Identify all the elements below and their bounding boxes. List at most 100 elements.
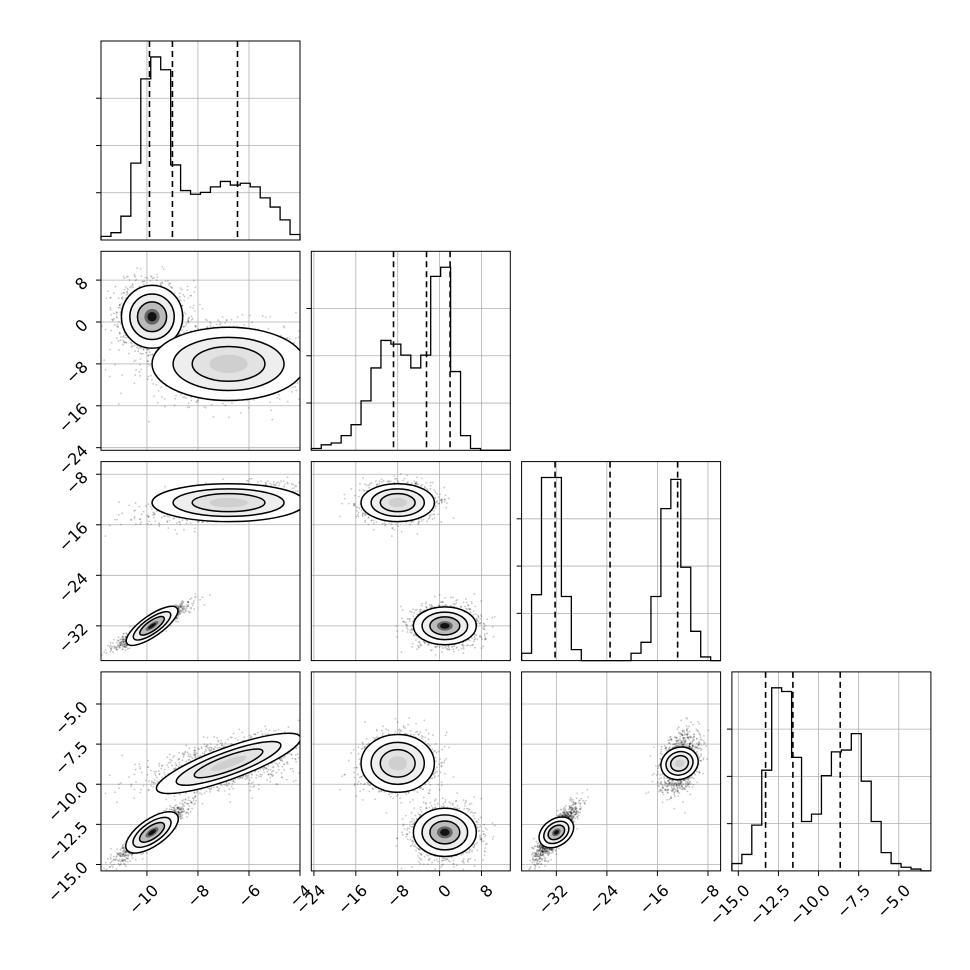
sample-point — [117, 644, 120, 647]
sample-point — [153, 395, 155, 398]
sample-point — [314, 341, 316, 343]
sample-point — [108, 348, 111, 351]
sample-point — [308, 382, 310, 384]
sample-point — [181, 610, 183, 612]
sample-point — [138, 505, 141, 508]
sample-point — [204, 318, 207, 321]
sample-point — [295, 311, 297, 314]
sample-point — [179, 610, 182, 613]
sample-point — [123, 645, 126, 648]
sample-point — [126, 291, 128, 294]
sample-point — [316, 383, 318, 385]
sample-point — [182, 611, 185, 614]
sample-point — [195, 595, 197, 598]
sample-point — [163, 397, 166, 400]
sample-point — [142, 510, 145, 513]
sample-point — [113, 647, 116, 650]
sample-point — [290, 390, 293, 393]
sample-point — [119, 332, 121, 335]
sample-point — [161, 281, 163, 284]
sample-point — [123, 641, 126, 643]
sample-point — [129, 286, 132, 289]
sample-point — [239, 411, 242, 414]
sample-point — [109, 647, 112, 650]
sample-point — [151, 379, 153, 381]
sample-point — [145, 505, 147, 507]
sample-point — [151, 277, 154, 280]
sample-point — [156, 401, 159, 404]
sample-point — [122, 643, 125, 646]
sample-point — [116, 337, 118, 339]
sample-point — [190, 318, 193, 321]
sample-point — [182, 609, 185, 611]
sample-point — [136, 267, 139, 269]
sample-point — [317, 353, 319, 355]
sample-point — [303, 348, 305, 350]
sample-point — [182, 601, 185, 604]
sample-point — [119, 310, 122, 313]
sample-point — [137, 348, 140, 350]
sample-point — [335, 356, 337, 358]
sample-point — [114, 363, 116, 366]
sample-point — [318, 345, 320, 347]
sample-point — [109, 308, 112, 311]
sample-point — [142, 280, 145, 283]
sample-point — [129, 625, 131, 628]
sample-point — [117, 403, 120, 405]
sample-point — [333, 328, 335, 330]
sample-point — [146, 363, 149, 366]
sample-point — [337, 373, 339, 375]
sample-point — [286, 481, 289, 484]
sample-point — [302, 494, 304, 496]
sample-point — [166, 520, 169, 523]
sample-point — [162, 268, 165, 271]
sample-point — [186, 600, 189, 603]
sample-point — [121, 374, 124, 376]
sample-point — [187, 601, 190, 603]
sample-point — [276, 396, 279, 399]
sample-point — [115, 648, 118, 651]
sample-point — [302, 494, 304, 496]
histogram-1 — [310, 266, 511, 451]
sample-point — [140, 275, 143, 278]
sample-point — [179, 606, 182, 608]
sample-point — [174, 619, 177, 622]
sample-point — [112, 312, 115, 315]
sample-point — [171, 287, 173, 290]
sample-point — [308, 343, 310, 345]
sample-point — [188, 611, 191, 614]
sample-point — [140, 513, 143, 516]
sample-point — [134, 279, 137, 282]
sample-point — [114, 323, 116, 326]
sample-point — [181, 304, 184, 307]
sample-point — [124, 643, 127, 645]
sample-point — [314, 492, 316, 494]
sample-point — [241, 313, 244, 316]
sample-point — [306, 366, 308, 368]
sample-point — [183, 299, 186, 302]
sample-point — [209, 324, 212, 327]
sample-point — [140, 521, 143, 524]
sample-point — [123, 341, 126, 344]
sample-point — [201, 521, 203, 524]
sample-point — [179, 613, 182, 615]
sample-point — [218, 323, 221, 326]
sample-point — [142, 348, 145, 351]
sample-point — [194, 325, 197, 328]
sample-point — [209, 322, 212, 325]
sample-point — [151, 353, 154, 356]
sample-point — [170, 286, 173, 289]
panel-frame — [310, 250, 511, 451]
sample-point — [131, 345, 134, 348]
sample-point — [110, 341, 113, 344]
sample-point — [282, 325, 285, 328]
sample-point — [135, 368, 137, 371]
sample-point — [115, 313, 118, 315]
sample-point — [125, 341, 127, 344]
sample-point — [116, 641, 118, 644]
sample-point — [110, 649, 112, 652]
sample-point — [151, 353, 154, 356]
sample-point — [318, 339, 320, 341]
sample-point — [206, 319, 208, 322]
